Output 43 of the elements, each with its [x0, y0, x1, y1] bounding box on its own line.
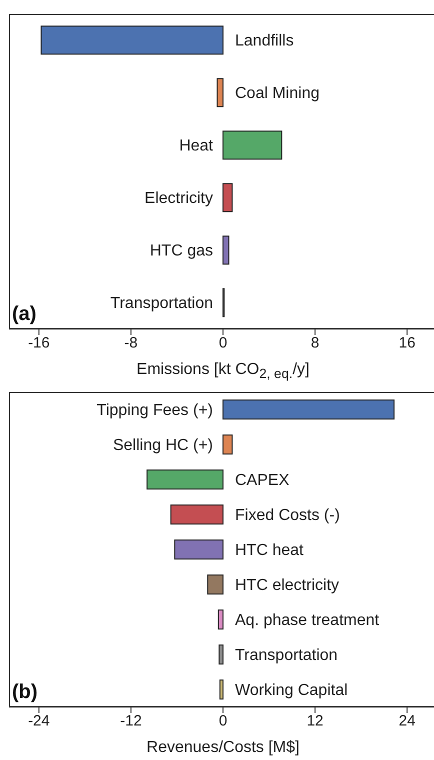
bar [207, 574, 224, 595]
y-tick-label: Aq. phase treatment [235, 612, 380, 630]
x-tick-label: -8 [124, 334, 138, 352]
y-tick-label: Coal Mining [235, 85, 320, 102]
bar [170, 504, 224, 525]
y-tick-label: Tipping Fees (+) [96, 402, 213, 420]
x-tick-label: 12 [306, 712, 324, 730]
annotation: (b) [12, 681, 38, 704]
y-tick-label: CAPEX [235, 472, 290, 490]
y-tick-label: Heat [179, 138, 214, 155]
annotation: (a) [12, 303, 36, 326]
bar [222, 130, 282, 160]
bar [40, 26, 224, 55]
x-tick-label: 16 [398, 334, 416, 352]
y-tick-label: Transportation [235, 647, 338, 664]
y-tick-label: HTC heat [235, 542, 304, 560]
bar [218, 610, 224, 630]
bar [146, 470, 224, 490]
y-tick-label: Fixed Costs (-) [235, 507, 340, 524]
x-tick-label: -12 [120, 712, 142, 730]
x-tick-label: 0 [218, 712, 228, 730]
bar [222, 400, 395, 420]
y-tick-label: Selling HC (+) [112, 437, 213, 454]
x-tick-label: 24 [398, 712, 416, 730]
bar [222, 183, 233, 212]
y-tick-label: Working Capital [235, 682, 348, 700]
x-tick-label: -16 [28, 334, 50, 352]
x-tick-label: 0 [218, 334, 228, 352]
y-tick-label: HTC electricity [235, 577, 340, 594]
bar [216, 78, 224, 108]
y-tick-label: Landfills [235, 32, 294, 50]
bar [174, 540, 224, 560]
bar [218, 644, 224, 665]
x-axis-title: Emissions [kt CO$_{2, eq.}$/y] [136, 360, 310, 384]
x-tick-label: 8 [310, 334, 320, 352]
x-axis-title: Revenues/Costs [M$] [146, 738, 300, 758]
bar [219, 680, 224, 700]
bar [222, 236, 230, 265]
y-tick-label: Transportation [110, 295, 213, 312]
y-tick-label: Electricity [144, 190, 213, 208]
y-tick-label: HTC gas [150, 242, 213, 260]
x-tick-label: -24 [28, 712, 50, 730]
bar [222, 434, 233, 455]
